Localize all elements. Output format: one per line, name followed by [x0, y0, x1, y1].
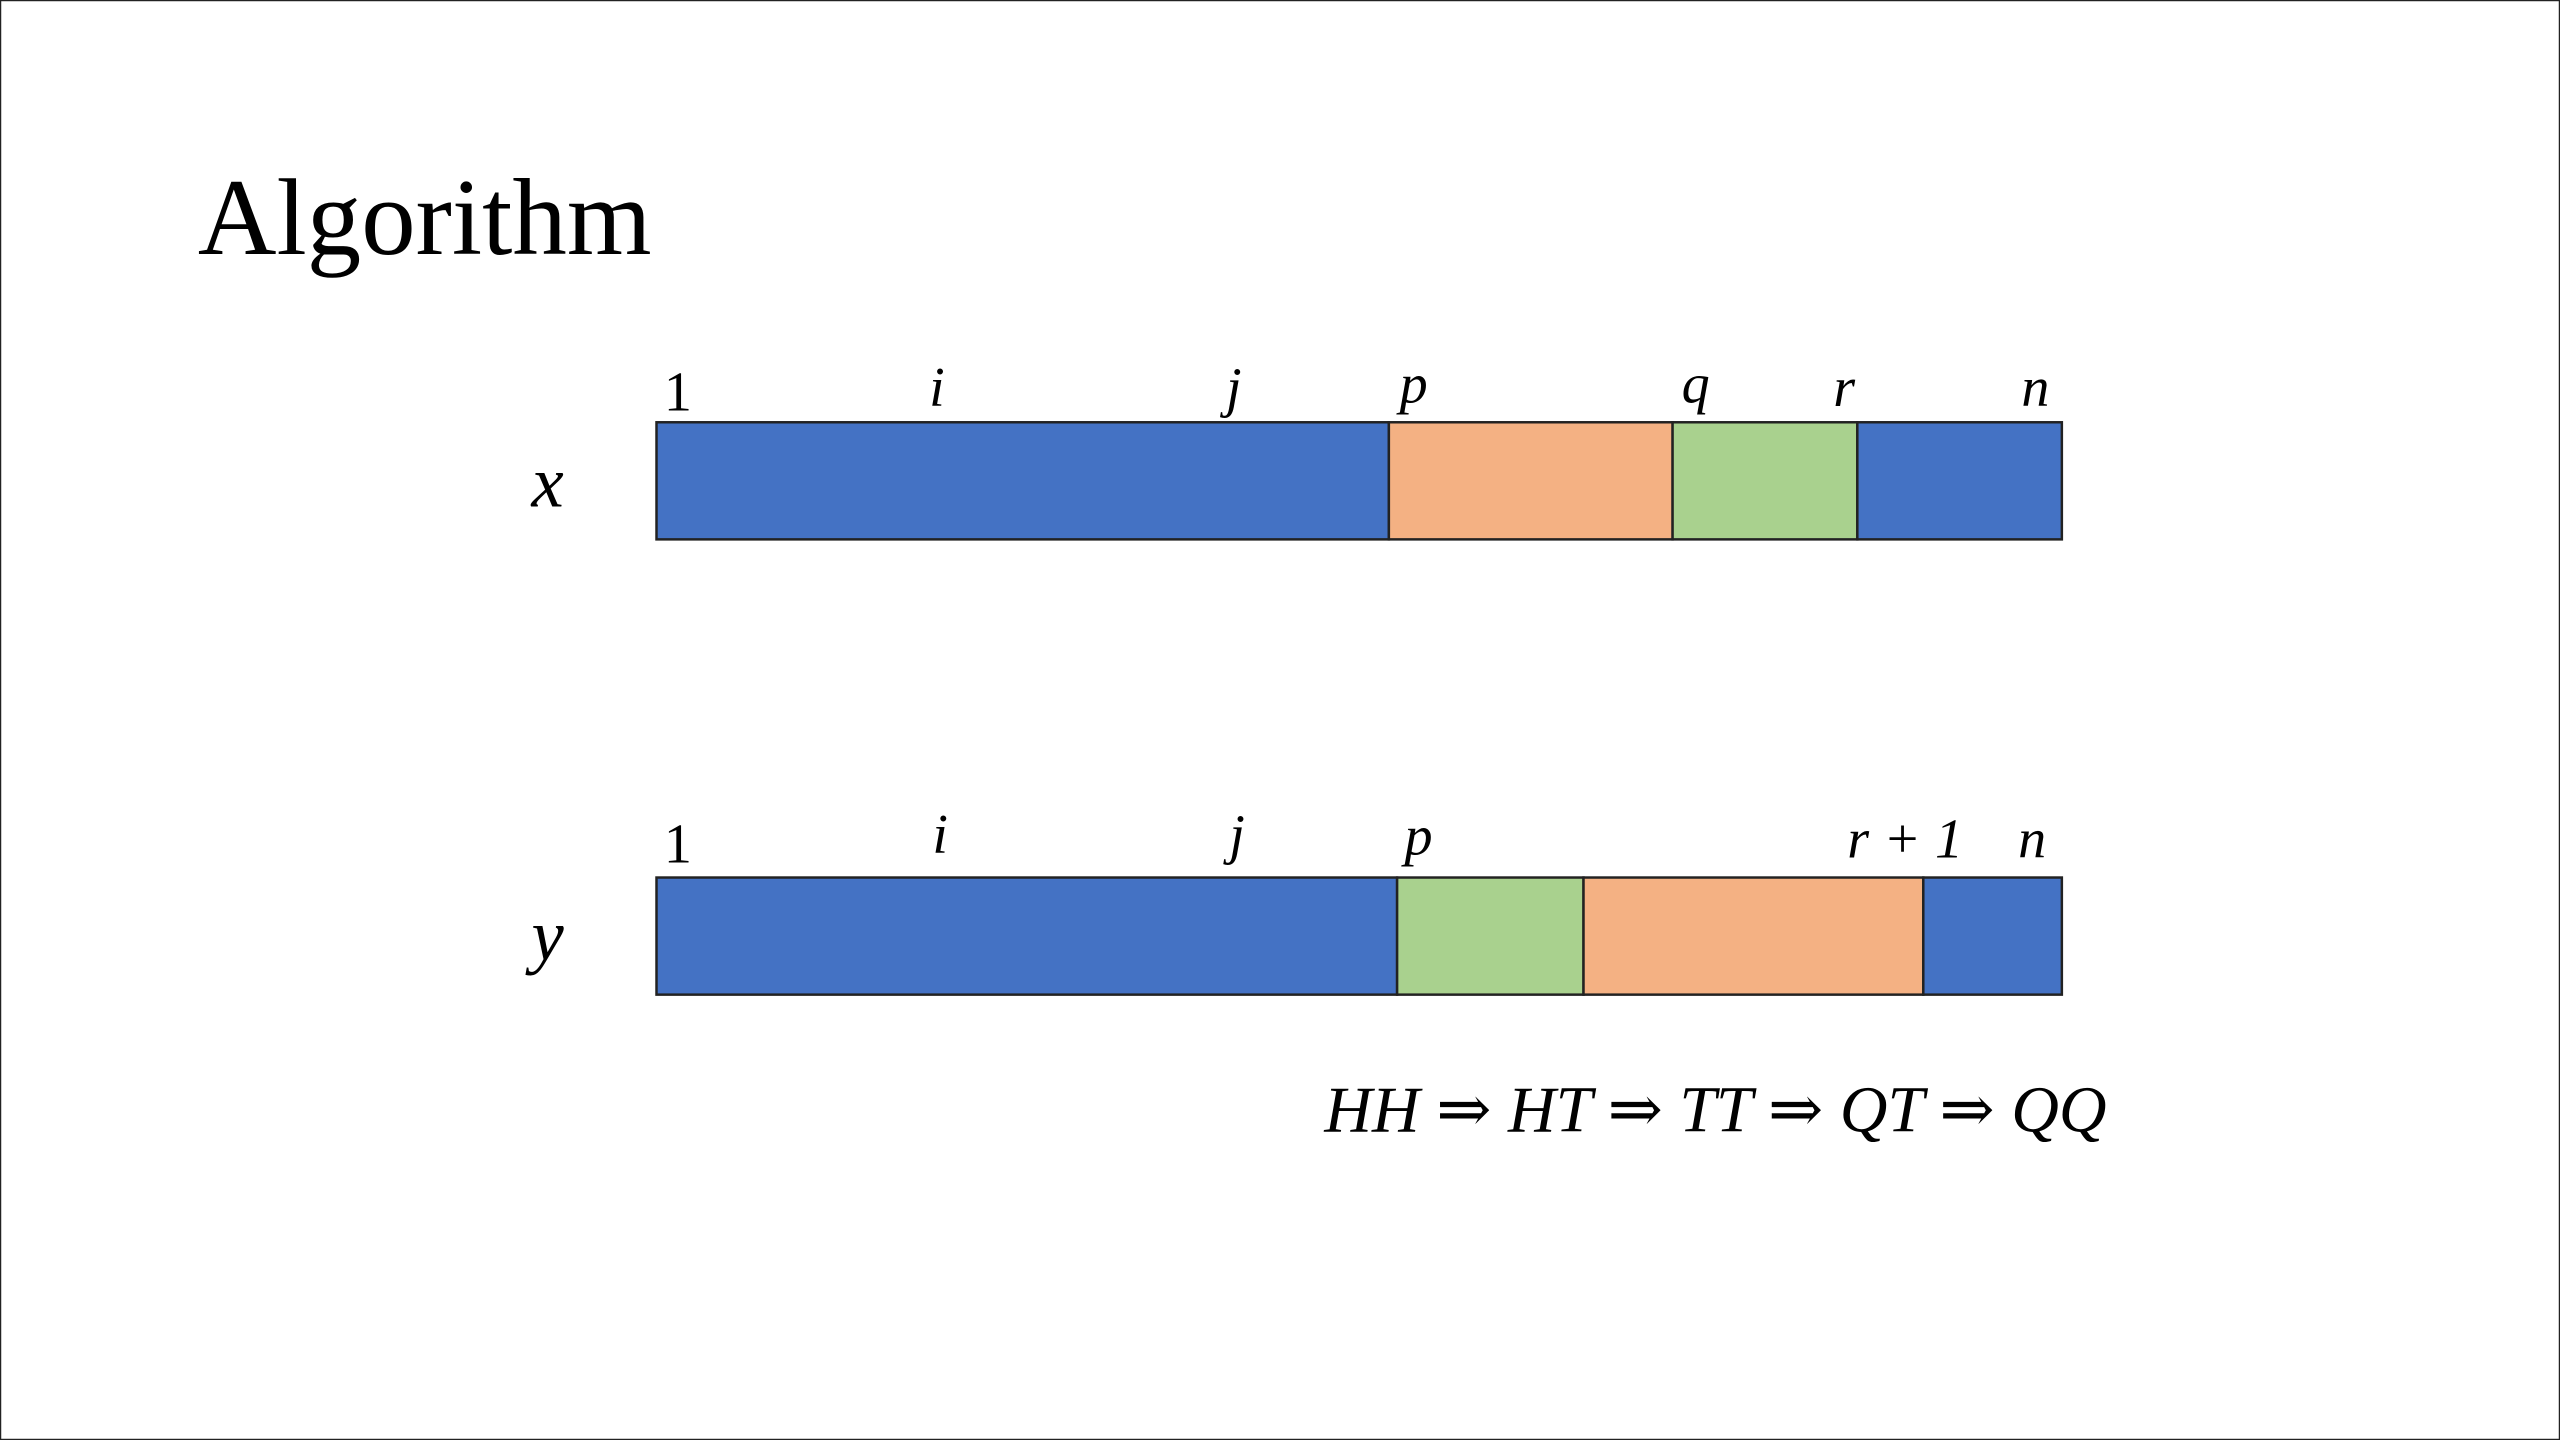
index-label: j: [1220, 357, 1242, 419]
segment: [1922, 876, 2064, 996]
row-label: y: [525, 895, 565, 976]
segment: [655, 876, 1399, 996]
index-label: j: [1223, 804, 1245, 866]
index-label: r: [1833, 357, 1855, 419]
segment: [1671, 421, 1859, 541]
index-label: n: [2018, 809, 2046, 871]
row-label: x: [531, 441, 564, 522]
index-label: p: [1401, 805, 1433, 867]
formula: HH ⇒ HT ⇒ TT ⇒ QT ⇒ QQ: [1323, 1074, 2106, 1147]
slide-title: Algorithm: [198, 157, 652, 278]
segment: [655, 421, 1391, 541]
index-label: 1: [664, 362, 692, 424]
index-label: i: [932, 804, 948, 866]
index-label: q: [1682, 353, 1710, 415]
index-label: 1: [664, 814, 692, 876]
index-label: n: [2021, 357, 2049, 419]
segment: [1387, 421, 1674, 541]
segment: [1582, 876, 1925, 996]
segment: [1395, 876, 1585, 996]
index-label: i: [929, 357, 945, 419]
segment: [1856, 421, 2064, 541]
index-label: p: [1396, 353, 1428, 415]
index-label: r + 1: [1847, 809, 1963, 871]
